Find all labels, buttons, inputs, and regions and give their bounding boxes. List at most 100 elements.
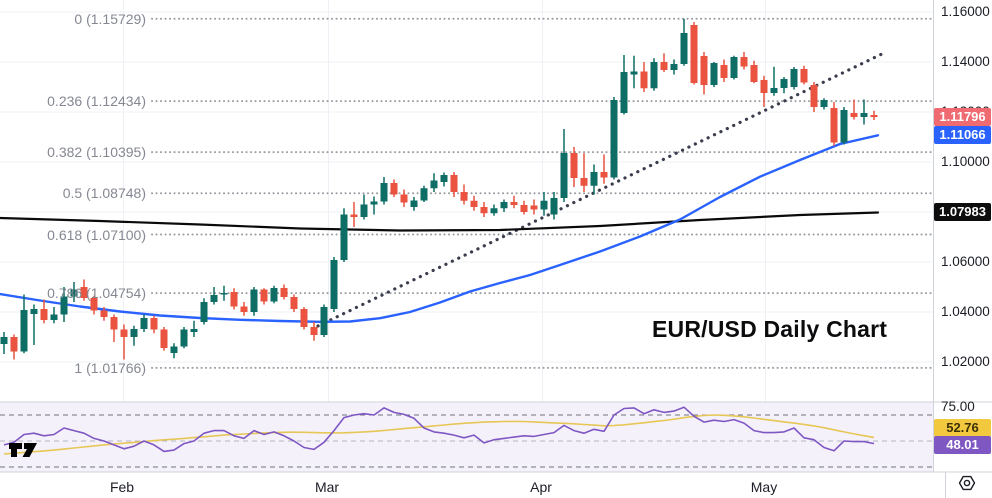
- last-price-badge: 1.11796: [934, 108, 991, 127]
- candle: [850, 113, 858, 117]
- candle: [260, 289, 268, 302]
- candle: [530, 205, 538, 210]
- candle: [280, 288, 288, 297]
- candle: [500, 202, 508, 209]
- candle: [620, 72, 628, 113]
- candle: [120, 329, 128, 337]
- candle: [140, 318, 148, 329]
- candle: [480, 207, 488, 214]
- candle: [360, 204, 368, 217]
- candle: [150, 318, 158, 330]
- candle: [90, 298, 98, 311]
- candle: [860, 113, 868, 117]
- candle: [810, 85, 818, 107]
- fib-level-label: 0.236 (1.12434): [47, 93, 146, 110]
- candle: [790, 69, 798, 87]
- candle: [300, 309, 308, 327]
- month-label-apr: Apr: [530, 479, 552, 495]
- candle: [0, 337, 8, 344]
- candle: [180, 329, 188, 347]
- candle: [310, 327, 318, 335]
- candle: [10, 337, 18, 352]
- rsi-scale-tick: 75.00: [941, 399, 975, 414]
- trendline: [316, 50, 888, 328]
- fib-level-label: 0.786 (1.04754): [47, 285, 146, 302]
- tradingview-logo-icon[interactable]: [8, 441, 40, 459]
- candle: [250, 289, 258, 312]
- candle: [20, 310, 28, 352]
- candle: [520, 205, 528, 212]
- candle: [470, 200, 478, 207]
- candle: [390, 183, 398, 195]
- candle: [560, 153, 568, 198]
- fib-level-label: 1 (1.01766): [74, 359, 146, 376]
- candle: [710, 63, 718, 85]
- fib-level-label: 0 (1.15729): [74, 10, 146, 27]
- candle: [320, 307, 328, 335]
- blue-ma-badge: 1.11066: [934, 126, 991, 145]
- candle: [800, 69, 808, 83]
- rsi-ma-badge: 52.76: [934, 419, 991, 438]
- candle: [780, 79, 788, 88]
- candle: [70, 289, 78, 297]
- fib-level-label: 0.382 (1.10395): [47, 144, 146, 161]
- blue-moving-average: [0, 134, 880, 323]
- candle: [580, 178, 588, 186]
- candle: [660, 62, 668, 70]
- rsi-ma-line: [3, 414, 875, 455]
- candle: [490, 208, 498, 214]
- candle: [670, 64, 678, 70]
- price-tick-label: 1.10000: [941, 154, 990, 169]
- candle: [130, 329, 138, 337]
- candle: [430, 180, 438, 189]
- candle: [110, 317, 118, 330]
- price-tick-label: 1.04000: [941, 304, 990, 319]
- candle: [50, 314, 58, 320]
- black-ma-badge: 1.07983: [934, 203, 991, 222]
- candle: [330, 260, 338, 309]
- candle: [600, 172, 608, 178]
- price-tick-label: 1.16000: [941, 4, 990, 19]
- candle: [270, 288, 278, 302]
- month-label-may: May: [750, 479, 778, 495]
- candle: [820, 100, 828, 107]
- candle: [690, 25, 698, 83]
- candle: [400, 194, 408, 203]
- candle: [410, 200, 418, 207]
- candle: [450, 175, 458, 192]
- candle: [80, 287, 88, 298]
- rsi-value-badge: 48.01: [934, 435, 991, 454]
- fib-level-label: 0.5 (1.08748): [62, 185, 146, 202]
- black-moving-average: [0, 211, 880, 232]
- candle: [550, 198, 558, 215]
- candle: [160, 329, 168, 348]
- candle: [340, 214, 348, 260]
- candle: [630, 71, 638, 75]
- candle: [510, 202, 518, 205]
- fib-level-label: 0.618 (1.07100): [47, 226, 146, 243]
- candle: [370, 201, 378, 205]
- candle: [290, 297, 298, 309]
- candle: [100, 310, 108, 317]
- price-tick-label: 1.14000: [941, 54, 990, 69]
- candle: [420, 188, 428, 201]
- candle: [40, 309, 48, 320]
- candle: [30, 309, 38, 314]
- candle: [770, 88, 778, 93]
- candle: [220, 293, 228, 295]
- candle: [730, 57, 738, 78]
- month-label-mar: Mar: [314, 479, 340, 495]
- candle: [590, 172, 598, 186]
- candle: [460, 192, 468, 201]
- candle: [680, 33, 688, 64]
- candle: [440, 175, 448, 182]
- candle: [640, 71, 648, 89]
- candle: [830, 108, 838, 143]
- candle: [570, 153, 578, 178]
- hexagon-eye-icon[interactable]: [956, 472, 978, 494]
- candle: [210, 295, 218, 302]
- candle: [190, 329, 198, 332]
- candle: [230, 292, 238, 307]
